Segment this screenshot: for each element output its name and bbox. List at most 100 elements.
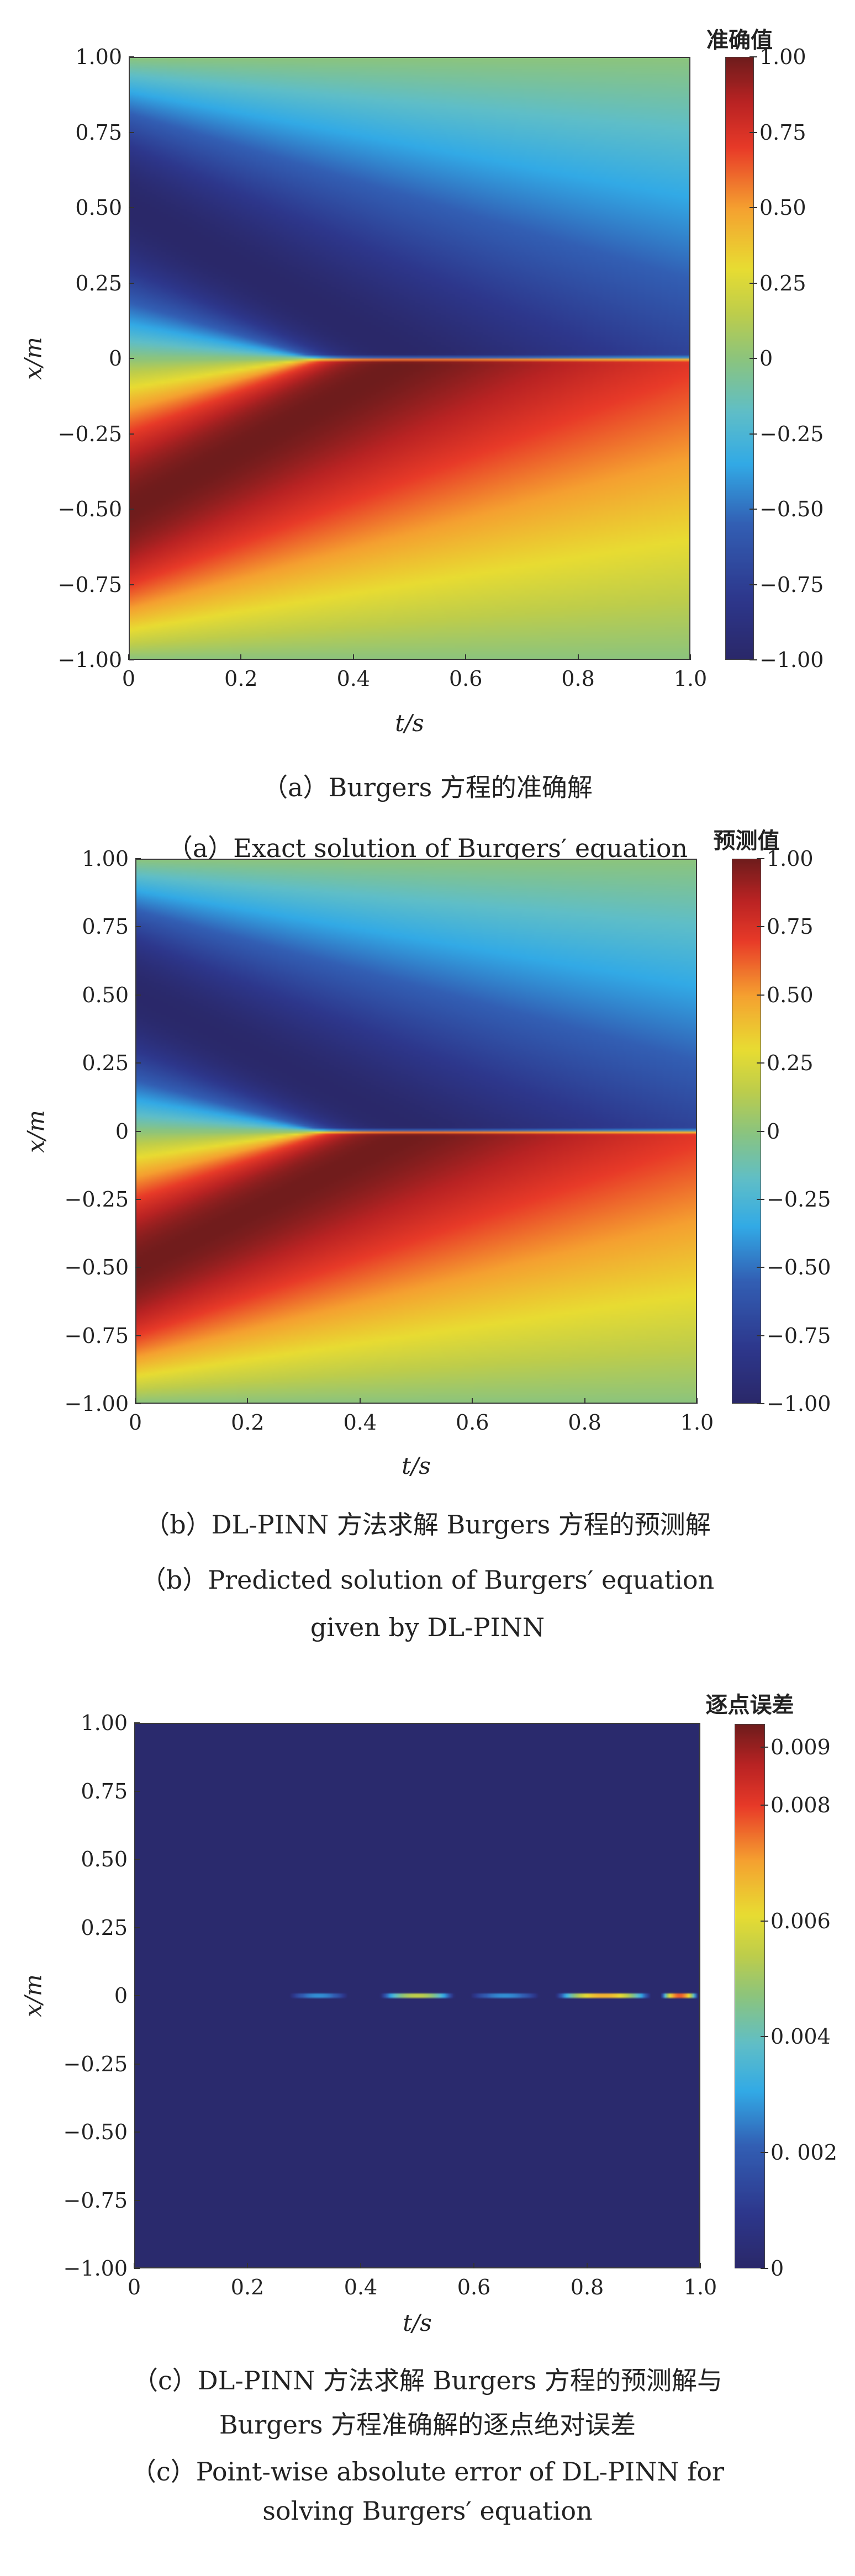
x-tick-label: 0 xyxy=(128,1410,142,1435)
x-axis-label: t/s xyxy=(395,710,424,737)
figure-caption: （c）DL-PINN 方法求解 Burgers 方程的预测解与 xyxy=(133,2366,722,2395)
heatmap-canvas xyxy=(136,860,696,1403)
colorbar-gradient xyxy=(726,57,753,659)
y-tick-label: −0.50 xyxy=(57,497,122,521)
y-tick-mark xyxy=(129,358,134,359)
colorbar-title: 准确值 xyxy=(706,28,773,53)
y-tick-mark xyxy=(129,282,134,284)
y-tick-label: −0.75 xyxy=(64,1323,129,1348)
y-tick-mark xyxy=(134,2063,140,2065)
colorbar-tick-mark xyxy=(750,584,757,585)
y-tick-mark xyxy=(135,858,141,859)
figure-caption: （b）Predicted solution of Burgers′ equati… xyxy=(140,1565,715,1595)
colorbar-tick-mark xyxy=(750,207,757,208)
y-tick-label: 0 xyxy=(114,1983,128,2008)
colorbar-tick-label: −0.50 xyxy=(759,497,824,521)
y-tick-mark xyxy=(134,1722,140,1723)
y-tick-label: −0.25 xyxy=(64,1187,129,1212)
x-tick-mark xyxy=(128,654,129,660)
y-tick-label: −0.50 xyxy=(64,1255,129,1280)
x-tick-label: 0 xyxy=(127,2275,141,2299)
x-tick-label: 1.0 xyxy=(673,667,708,691)
x-tick-label: 0.6 xyxy=(455,1410,489,1435)
y-tick-mark xyxy=(135,1403,141,1404)
colorbar-tick-label: −0.25 xyxy=(767,1187,831,1212)
y-tick-mark xyxy=(129,433,134,435)
colorbar-tick-label: 0.008 xyxy=(770,1792,831,1817)
x-tick-mark xyxy=(352,654,354,660)
heatmap-plot-b xyxy=(135,859,697,1404)
figure-caption: given by DL-PINN xyxy=(310,1612,545,1642)
x-tick-label: 0.2 xyxy=(231,1410,265,1435)
colorbar-tick-mark xyxy=(750,433,757,435)
figure-caption: （a）Exact solution of Burgers′ equation xyxy=(167,833,688,863)
y-tick-label: −1.00 xyxy=(63,2256,128,2281)
y-tick-mark xyxy=(134,1859,140,1860)
y-tick-label: 0 xyxy=(115,1119,129,1144)
colorbar-tick-mark xyxy=(757,1130,764,1132)
colorbar-tick-label: −0.25 xyxy=(759,421,824,446)
y-axis-label: x/m xyxy=(19,337,47,380)
figure-caption: Burgers 方程准确解的逐点绝对误差 xyxy=(219,2410,636,2440)
colorbar-tick-label: −0.50 xyxy=(767,1255,831,1280)
x-tick-label: 0.2 xyxy=(224,667,258,691)
y-tick-mark xyxy=(135,1130,141,1132)
colorbar-tick-label: 0.50 xyxy=(767,982,814,1007)
y-axis-label: x/m xyxy=(22,1109,50,1153)
colorbar-tick-mark xyxy=(757,1267,764,1268)
x-tick-mark xyxy=(473,2263,474,2268)
colorbar-tick-label: 0.50 xyxy=(759,195,806,220)
colorbar-tick-mark xyxy=(757,994,764,996)
y-tick-mark xyxy=(135,1335,141,1336)
y-tick-mark xyxy=(134,2131,140,2133)
y-tick-mark xyxy=(134,2199,140,2201)
y-tick-label: −0.75 xyxy=(63,2188,128,2213)
y-tick-label: −1.00 xyxy=(64,1392,129,1416)
y-tick-mark xyxy=(129,584,134,585)
colorbar-tick-mark xyxy=(750,509,757,510)
colorbar-tick-label: 0. 002 xyxy=(770,2140,837,2165)
colorbar-tick-label: 0 xyxy=(767,1119,780,1144)
y-tick-label: 0.25 xyxy=(81,1915,128,1940)
x-tick-mark xyxy=(134,2263,135,2268)
heatmap-plot-a xyxy=(129,57,690,660)
colorbar-tick-label: 0.25 xyxy=(759,271,806,295)
colorbar-title: 预测值 xyxy=(713,828,780,854)
heatmap-canvas xyxy=(135,1724,699,2267)
y-tick-label: 0.50 xyxy=(75,195,122,220)
y-tick-label: −0.25 xyxy=(57,421,122,446)
y-tick-label: 1.00 xyxy=(75,45,122,69)
colorbar-tick-mark xyxy=(750,282,757,284)
x-tick-label: 0 xyxy=(122,667,136,691)
x-tick-mark xyxy=(247,1398,249,1404)
x-tick-label: 0.4 xyxy=(336,667,371,691)
colorbar-title: 逐点误差 xyxy=(705,1692,794,1718)
x-tick-mark xyxy=(240,654,242,660)
y-tick-label: 0.50 xyxy=(82,982,129,1007)
x-tick-mark xyxy=(465,654,467,660)
x-tick-mark xyxy=(472,1398,473,1404)
y-tick-label: 0 xyxy=(108,346,122,371)
colorbar-tick-mark xyxy=(757,1335,764,1336)
colorbar-tick-label: 0 xyxy=(759,346,773,371)
colorbar-tick-mark xyxy=(761,1920,768,1922)
y-tick-mark xyxy=(129,509,134,510)
y-tick-label: −1.00 xyxy=(57,648,122,672)
colorbar-tick-label: 1.00 xyxy=(767,847,814,871)
y-tick-mark xyxy=(135,926,141,928)
x-tick-mark xyxy=(577,654,579,660)
y-tick-label: −0.75 xyxy=(57,572,122,597)
figure-caption: （a）Burgers 方程的准确解 xyxy=(262,773,593,802)
y-tick-mark xyxy=(135,994,141,996)
colorbar-gradient xyxy=(735,1725,764,2268)
colorbar-c xyxy=(735,1724,765,2268)
x-tick-label: 1.0 xyxy=(680,1410,714,1435)
y-tick-mark xyxy=(129,659,134,660)
heatmap-plot-c xyxy=(134,1723,700,2268)
figure-caption: （b）DL-PINN 方法求解 Burgers 方程的预测解 xyxy=(144,1510,711,1540)
colorbar-tick-label: 0 xyxy=(770,2256,784,2281)
colorbar-tick-mark xyxy=(757,926,764,928)
y-tick-mark xyxy=(129,131,134,133)
x-tick-mark xyxy=(584,1398,585,1404)
colorbar-tick-mark xyxy=(750,358,757,359)
